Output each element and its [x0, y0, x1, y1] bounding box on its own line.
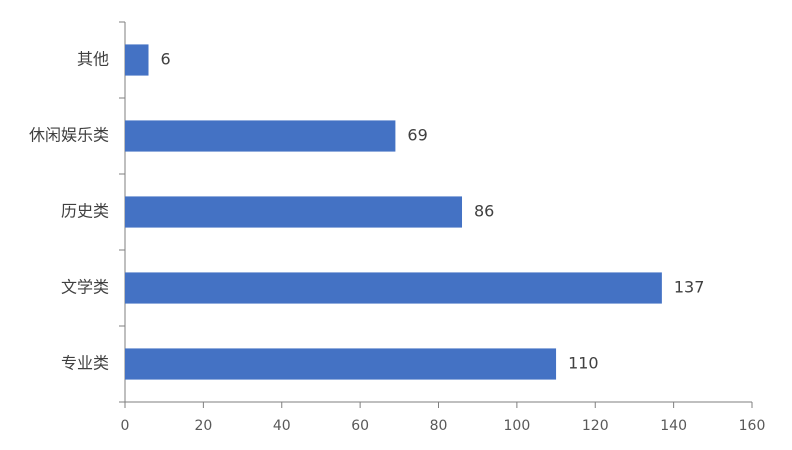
- y-tick-label: 文学类: [61, 278, 109, 297]
- x-tick-label: 0: [121, 418, 130, 434]
- bar: [125, 272, 662, 304]
- y-tick-label: 历史类: [61, 202, 109, 221]
- data-label: 6: [161, 50, 171, 69]
- data-label: 69: [407, 126, 427, 145]
- bar: [125, 120, 396, 152]
- x-tick-label: 20: [194, 418, 212, 434]
- y-tick-label: 休闲娱乐类: [29, 126, 109, 145]
- x-tick-label: 160: [739, 418, 766, 434]
- data-label: 110: [568, 354, 599, 373]
- bar: [125, 44, 149, 76]
- bar: [125, 196, 463, 228]
- x-tick-label: 60: [351, 418, 369, 434]
- x-tick-label: 120: [582, 418, 609, 434]
- bar: [125, 348, 557, 380]
- data-label: 137: [674, 278, 705, 297]
- x-tick-label: 100: [504, 418, 531, 434]
- x-tick-label: 140: [660, 418, 687, 434]
- y-tick-label: 其他: [77, 50, 109, 69]
- y-tick-label: 专业类: [61, 354, 109, 373]
- data-label: 86: [474, 202, 494, 221]
- x-tick-label: 40: [273, 418, 291, 434]
- x-tick-label: 80: [430, 418, 448, 434]
